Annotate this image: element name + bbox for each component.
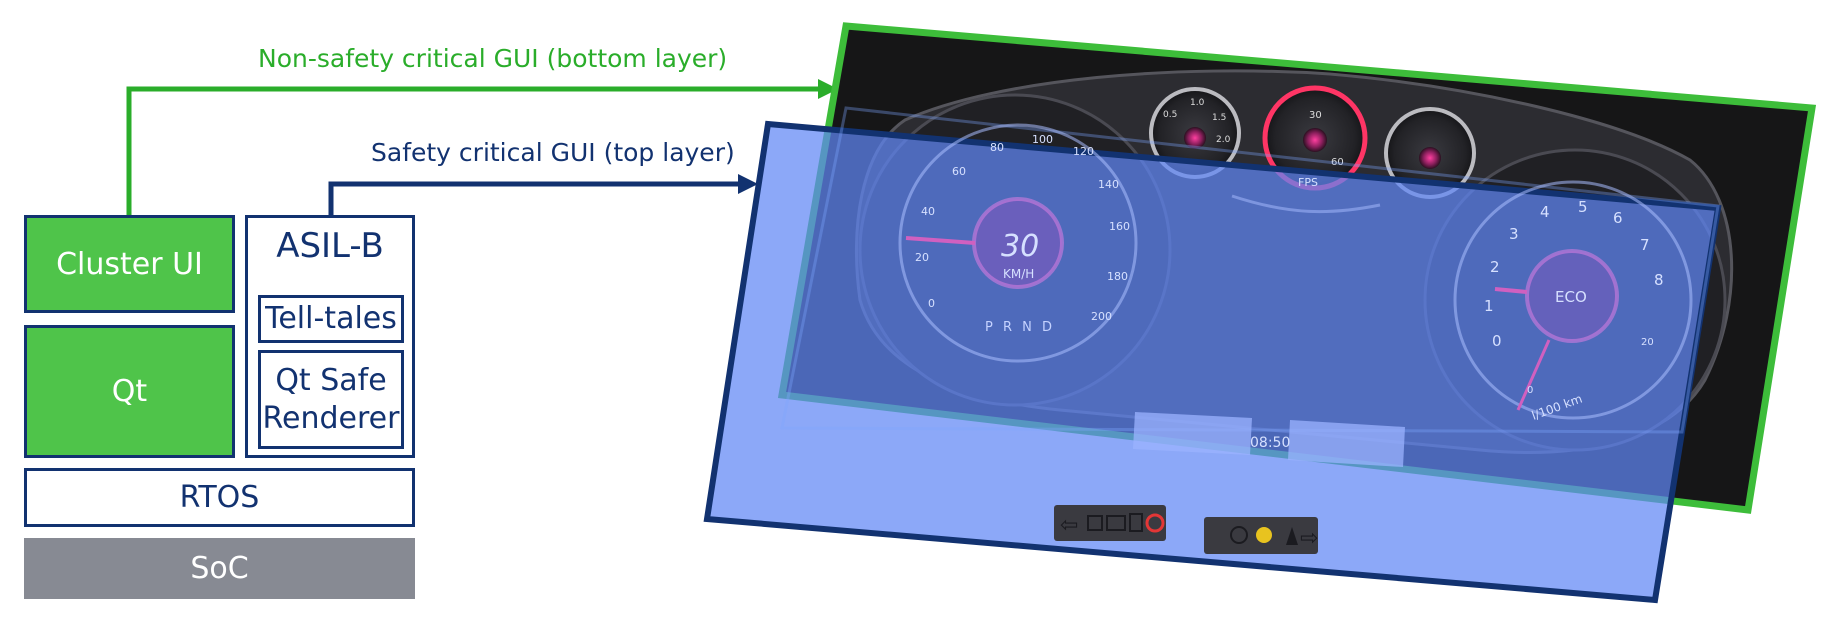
svg-text:8: 8 bbox=[1654, 271, 1664, 289]
svg-text:7: 7 bbox=[1640, 236, 1650, 254]
cluster-ui-box: Cluster UI bbox=[24, 215, 235, 313]
svg-text:1: 1 bbox=[1484, 297, 1494, 315]
qt-label: Qt bbox=[111, 374, 148, 409]
svg-text:180: 180 bbox=[1107, 270, 1128, 283]
telltale-bar-right: ⇨ bbox=[1204, 517, 1318, 554]
svg-text:200: 200 bbox=[1091, 310, 1112, 323]
svg-text:6: 6 bbox=[1613, 209, 1623, 227]
nonsafety-arrow-head bbox=[818, 79, 838, 99]
qt-safe-renderer-line2: Renderer bbox=[262, 400, 400, 436]
svg-text:20: 20 bbox=[915, 251, 929, 264]
safety-arrow-head bbox=[738, 174, 758, 194]
qt-box: Qt bbox=[24, 325, 235, 458]
safety-arrow-line bbox=[328, 181, 740, 215]
rtos-label: RTOS bbox=[179, 480, 260, 515]
safety-dashboard: 30 KM/H P R N D 0 20 40 60 80 100 120 14… bbox=[703, 106, 1722, 604]
soc-box: SoC bbox=[24, 538, 415, 599]
svg-text:40: 40 bbox=[921, 205, 935, 218]
svg-text:60: 60 bbox=[1331, 157, 1344, 168]
speed-unit: KM/H bbox=[1003, 267, 1034, 281]
svg-text:⇦: ⇦ bbox=[1060, 513, 1078, 538]
svg-text:20: 20 bbox=[1641, 337, 1654, 348]
qt-safe-renderer-line1: Qt Safe bbox=[275, 362, 387, 398]
telltale-bar-left: ⇦ bbox=[1054, 505, 1166, 541]
svg-text:100: 100 bbox=[1032, 133, 1053, 146]
telltales-label: Tell-tales bbox=[265, 301, 397, 336]
cluster-ui-label: Cluster UI bbox=[56, 246, 203, 282]
svg-text:1.5: 1.5 bbox=[1212, 113, 1226, 123]
svg-text:4: 4 bbox=[1540, 203, 1550, 221]
asil-b-title: ASIL-B bbox=[276, 226, 384, 266]
svg-text:0.5: 0.5 bbox=[1163, 110, 1177, 120]
svg-text:2: 2 bbox=[1490, 258, 1500, 276]
gear-indicator: P R N D bbox=[985, 320, 1055, 335]
svg-text:0: 0 bbox=[1492, 332, 1502, 350]
svg-text:80: 80 bbox=[990, 141, 1004, 154]
svg-text:0: 0 bbox=[1527, 385, 1533, 396]
rtos-box: RTOS bbox=[24, 468, 415, 527]
speed-value: 30 bbox=[1001, 229, 1039, 264]
svg-text:5: 5 bbox=[1578, 198, 1588, 216]
eco-label: ECO bbox=[1555, 288, 1587, 306]
nonsafety-arrow-line bbox=[126, 86, 820, 215]
svg-text:160: 160 bbox=[1109, 220, 1130, 233]
asil-b-box: ASIL-B Tell-tales Qt Safe Renderer bbox=[245, 215, 415, 458]
svg-text:120: 120 bbox=[1073, 145, 1094, 158]
svg-text:3: 3 bbox=[1509, 225, 1519, 243]
telltales-box: Tell-tales bbox=[258, 295, 404, 343]
svg-text:⇨: ⇨ bbox=[1300, 526, 1318, 551]
svg-text:1.0: 1.0 bbox=[1190, 98, 1205, 108]
svg-text:30: 30 bbox=[1309, 110, 1322, 121]
svg-text:0: 0 bbox=[928, 297, 935, 310]
clock: 08:50 bbox=[1250, 435, 1290, 451]
svg-text:2.0: 2.0 bbox=[1216, 135, 1231, 145]
svg-text:60: 60 bbox=[952, 165, 966, 178]
nonsafety-gui-label: Non-safety critical GUI (bottom layer) bbox=[258, 44, 728, 73]
svg-text:140: 140 bbox=[1098, 178, 1119, 191]
qt-safe-renderer-box: Qt Safe Renderer bbox=[258, 350, 404, 449]
soc-label: SoC bbox=[190, 551, 249, 586]
fps-label: FPS bbox=[1298, 176, 1318, 189]
safety-gui-label: Safety critical GUI (top layer) bbox=[371, 138, 735, 167]
